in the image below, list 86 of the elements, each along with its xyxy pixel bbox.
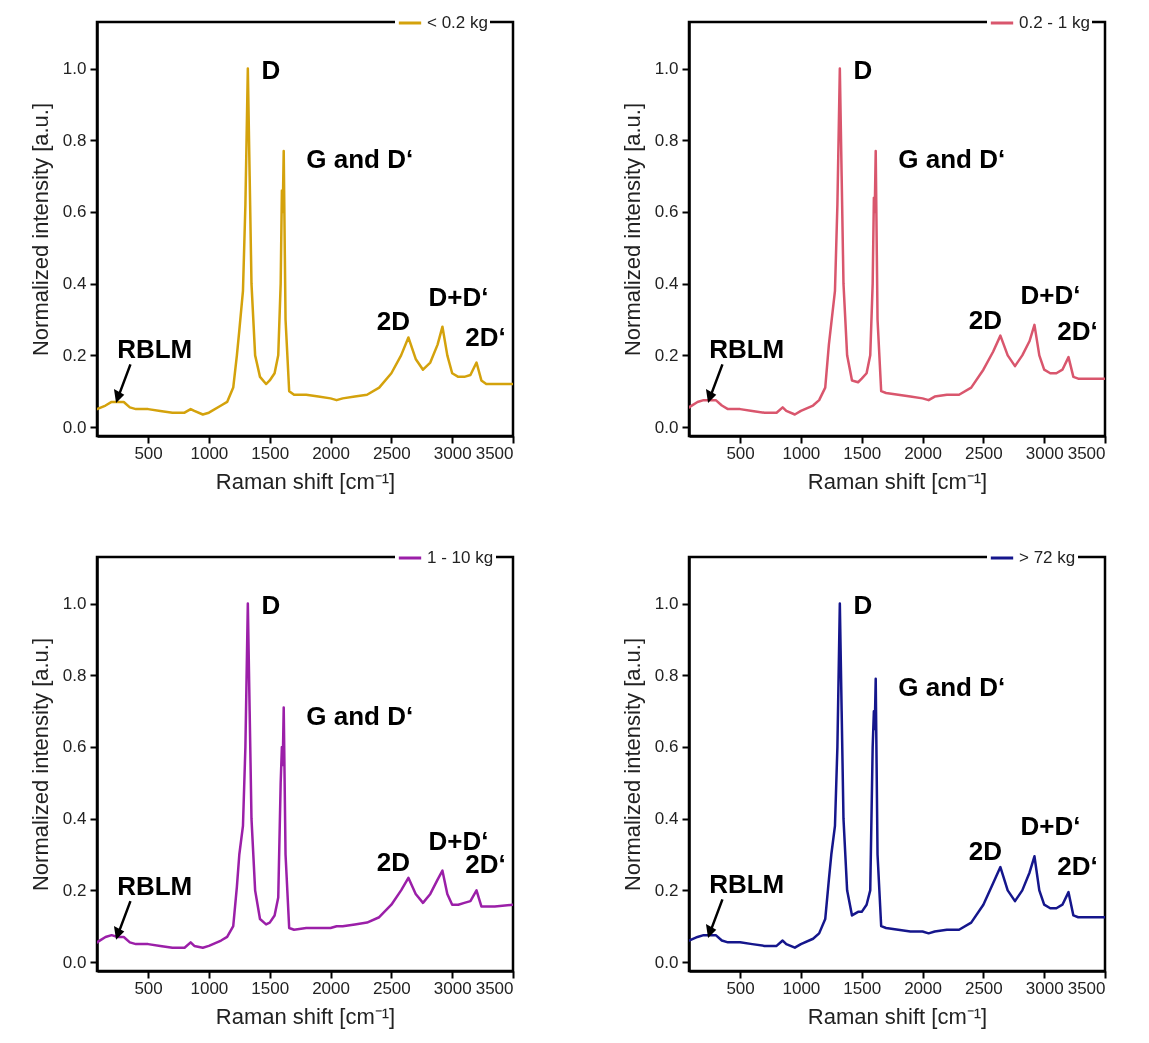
annotation: 2D‘ [465,321,506,352]
y-axis-title: Normalized intensity [a.u.] [27,637,53,892]
y-axis-title: Normalized intensity [a.u.] [27,102,53,357]
x-tick-label: 1000 [190,443,229,463]
annotation: RBLM [117,871,193,902]
x-tick-label: 2500 [964,443,1003,463]
x-tick-label: 3500 [475,978,514,998]
annotation: D+D‘ [428,281,489,312]
x-tick-label: 3500 [1067,978,1106,998]
x-tick-label: 2000 [904,978,942,998]
annotation: G and D‘ [898,144,1006,175]
x-tick-label: 2000 [904,443,942,463]
legend-label: < 0.2 kg [427,13,488,32]
x-tick-label: 500 [726,978,755,998]
x-axis-title: Raman shift [cm⁻¹] [807,468,988,494]
y-tick-label: 0.2 [62,345,87,365]
legend-label: 0.2 - 1 kg [1019,13,1090,32]
y-tick-label: 1.0 [654,59,679,79]
x-tick-label: 3000 [433,443,472,463]
annotation: D+D‘ [1020,811,1081,842]
y-tick-label: 0.0 [62,952,87,972]
legend-label: 1 - 10 kg [427,548,494,567]
y-tick-label: 0.6 [62,737,87,757]
y-tick-label: 0.4 [654,809,679,829]
annotation: RBLM [117,334,193,365]
annotation: 2D [376,306,411,337]
annotation: 2D‘ [1057,851,1098,882]
x-tick-label: 1000 [782,978,821,998]
y-tick-label: 1.0 [62,59,87,79]
x-tick-label: 2500 [964,978,1003,998]
y-axis-title: Normalized intensity [a.u.] [619,637,645,892]
x-tick-label: 3500 [1067,443,1106,463]
x-tick-label: 2500 [372,443,411,463]
legend-label: > 72 kg [1019,548,1076,567]
annotation: G and D‘ [306,700,414,731]
x-tick-label: 3000 [433,978,472,998]
x-tick-label: 3500 [475,443,514,463]
y-axis-title: Normalized intensity [a.u.] [619,102,645,357]
x-tick-label: 500 [134,443,163,463]
annotation: D [853,54,873,85]
y-tick-label: 0.8 [62,130,87,150]
annotation: G and D‘ [306,144,414,175]
y-tick-label: 0.2 [654,345,679,365]
y-tick-label: 0.0 [654,417,679,437]
annotation: D [261,54,281,85]
y-tick-label: 0.6 [654,202,679,222]
x-tick-label: 1500 [251,443,290,463]
x-tick-label: 3000 [1025,978,1064,998]
annotation: 2D [376,846,411,877]
y-tick-label: 1.0 [62,594,87,614]
annotation: RBLM [709,334,785,365]
annotation: 2D [968,836,1003,867]
x-tick-label: 1500 [843,978,882,998]
x-tick-label: 1500 [843,443,882,463]
x-tick-label: 1000 [782,443,821,463]
y-tick-label: 0.6 [62,202,87,222]
y-tick-label: 0.8 [654,130,679,150]
x-tick-label: 3000 [1025,443,1064,463]
annotation: D [261,589,281,620]
annotation: 2D [968,304,1003,335]
x-axis-title: Raman shift [cm⁻¹] [215,468,396,494]
annotation: RBLM [709,869,785,900]
y-tick-label: 0.2 [62,880,87,900]
x-tick-label: 1500 [251,978,290,998]
y-tick-label: 0.8 [654,665,679,685]
x-tick-label: 500 [726,443,755,463]
x-axis-title: Raman shift [cm⁻¹] [215,1003,396,1029]
x-tick-label: 1000 [190,978,229,998]
y-tick-label: 0.4 [62,274,87,294]
x-axis-title: Raman shift [cm⁻¹] [807,1003,988,1029]
annotation: D+D‘ [1020,279,1081,310]
y-tick-label: 0.0 [654,952,679,972]
x-tick-label: 2000 [312,443,350,463]
x-tick-label: 500 [134,978,163,998]
y-tick-label: 1.0 [654,594,679,614]
annotation: D [853,589,873,620]
y-tick-label: 0.6 [654,737,679,757]
y-tick-label: 0.0 [62,417,87,437]
x-tick-label: 2500 [372,978,411,998]
annotation: G and D‘ [898,671,1006,702]
y-tick-label: 0.4 [654,274,679,294]
x-tick-label: 2000 [312,978,350,998]
y-tick-label: 0.2 [654,880,679,900]
annotation: 2D‘ [1057,316,1098,347]
y-tick-label: 0.4 [62,809,87,829]
y-tick-label: 0.8 [62,665,87,685]
